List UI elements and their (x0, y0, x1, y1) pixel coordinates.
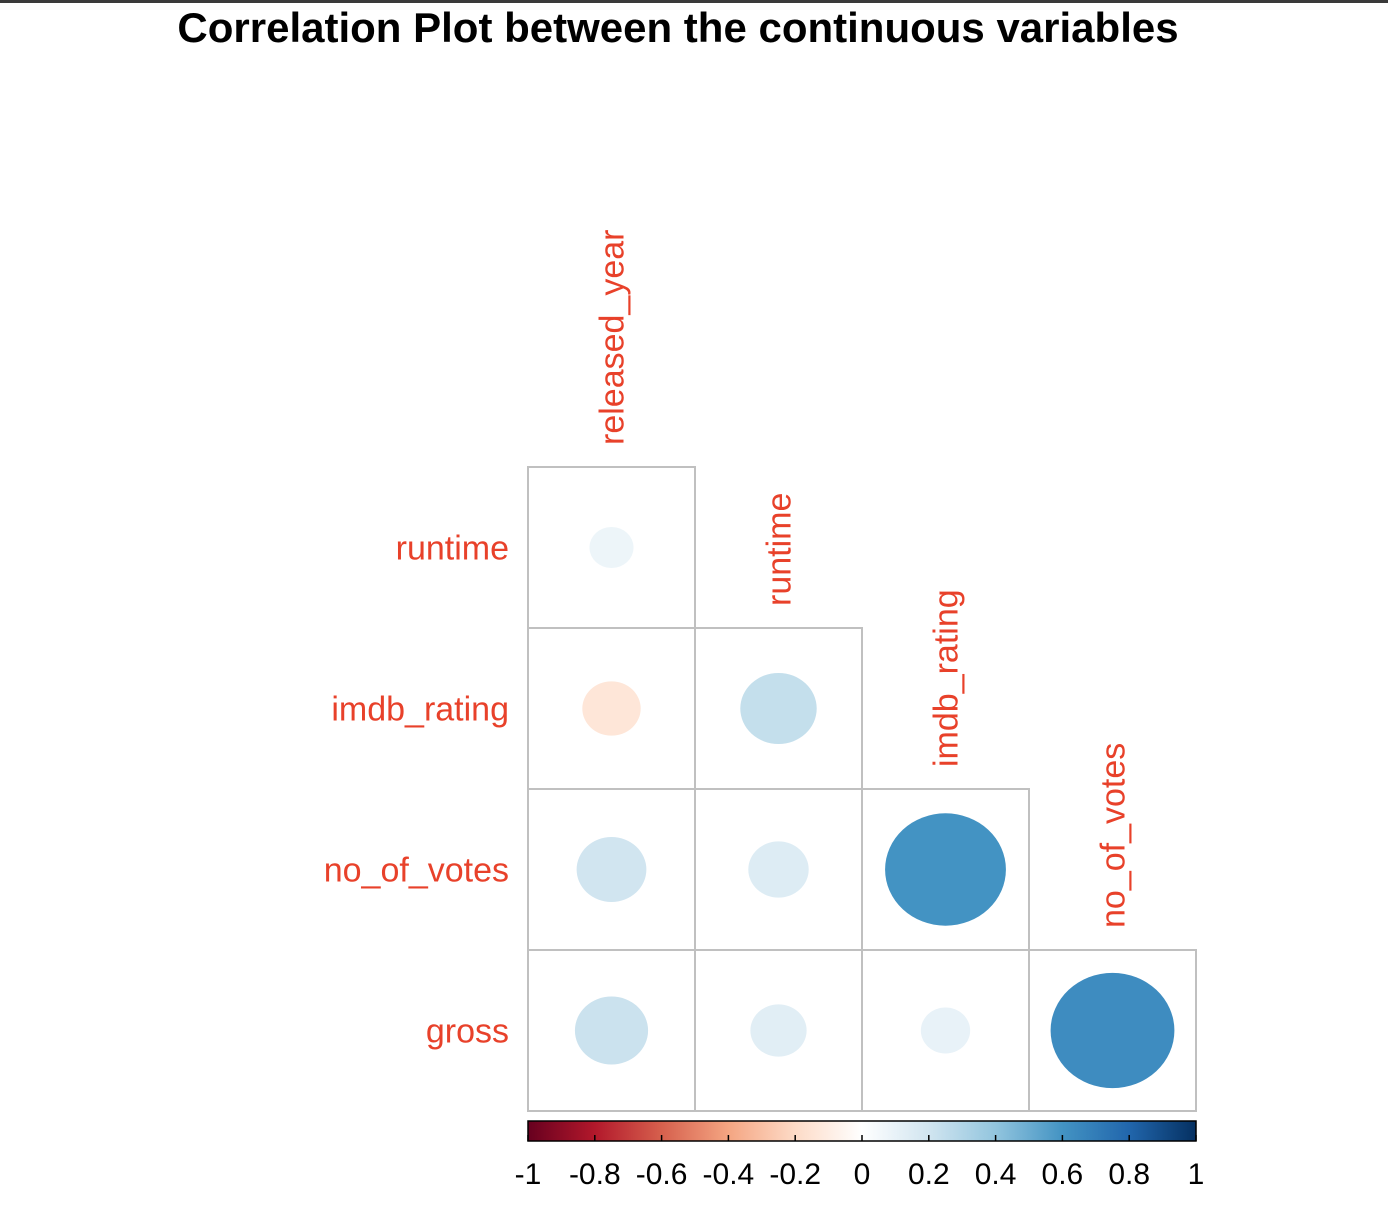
corr-circle-runtime-released_year (589, 526, 634, 569)
top-border (0, 0, 1388, 3)
corr-circle-gross-runtime (750, 1004, 807, 1057)
col-label-no_of_votes: no_of_votes (1095, 743, 1133, 928)
col-label-imdb_rating: imdb_rating (928, 589, 966, 767)
colorbar-tick-label: 1 (1188, 1158, 1205, 1191)
corr-circle-gross-released_year (574, 996, 649, 1065)
row-label-imdb_rating: imdb_rating (331, 691, 509, 729)
col-label-runtime: runtime (761, 493, 799, 606)
row-label-gross: gross (426, 1013, 509, 1051)
row-label-no_of_votes: no_of_votes (324, 852, 509, 890)
corr-circle-gross-no_of_votes (1050, 972, 1175, 1089)
row-label-runtime: runtime (396, 530, 509, 568)
colorbar-tick-label: -0.8 (569, 1158, 621, 1191)
colorbar-tick-label: 0.2 (908, 1158, 950, 1191)
corr-circle-no_of_votes-released_year (576, 837, 647, 902)
colorbar-tick-label: 0 (854, 1158, 871, 1191)
corr-circle-imdb_rating-runtime (740, 672, 817, 745)
cells-layer (527, 466, 1197, 1112)
colorbar-tick-label: 0.6 (1042, 1158, 1084, 1191)
cell-no_of_votes-runtime (694, 788, 863, 951)
corr-circle-imdb_rating-released_year (582, 681, 641, 736)
corr-circle-gross-imdb_rating (920, 1007, 971, 1054)
corr-circle-no_of_votes-runtime (748, 841, 809, 898)
corr-circle-no_of_votes-imdb_rating (885, 813, 1006, 926)
colorbar: -1 -0.8 -0.6 -0.4 -0.2 0 0.2 0.4 0.6 0.8 1 (515, 1120, 1205, 1191)
colorbar-tick-label: -0.4 (703, 1158, 755, 1191)
colorbar-tick-label: 0.4 (975, 1158, 1017, 1191)
col-label-released_year: released_year (594, 230, 632, 445)
colorbar-tick-label: -0.2 (769, 1158, 821, 1191)
chart-title: Correlation Plot between the continuous … (177, 4, 1179, 51)
colorbar-tick-label: 0.8 (1108, 1158, 1150, 1191)
colorbar-tick-label: -1 (515, 1158, 542, 1191)
colorbar-tick-label: -0.6 (636, 1158, 688, 1191)
